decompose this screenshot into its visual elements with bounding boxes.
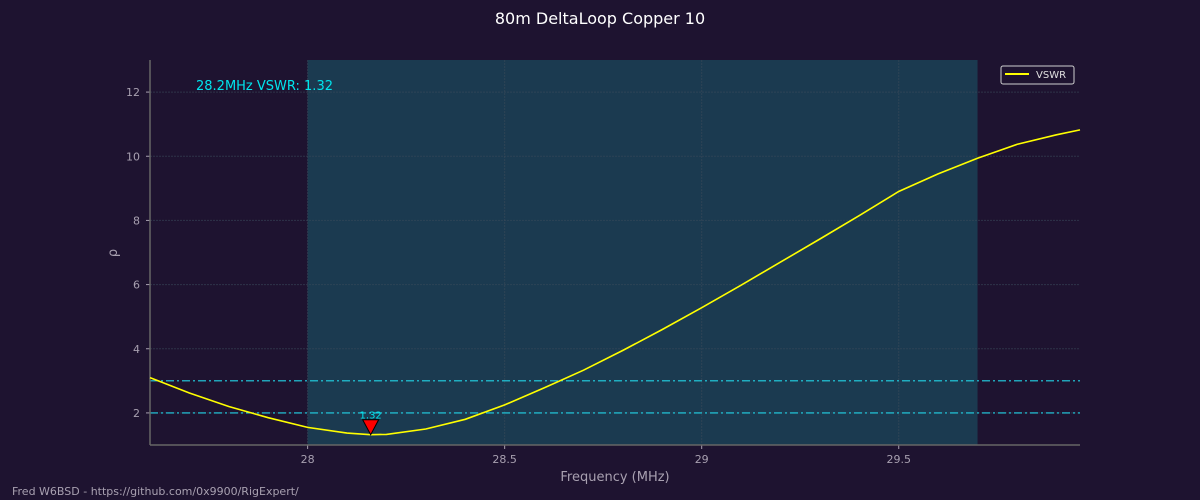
chart-title: 80m DeltaLoop Copper 10 [495,9,705,28]
vswr-line [149,129,1081,436]
y-tick-label: 2 [133,407,140,420]
x-tick-label: 28 [301,453,315,466]
legend-label-vswr: VSWR [1036,70,1066,81]
y-tick-label: 4 [133,343,140,356]
y-tick-label: 8 [133,214,140,227]
legend: VSWR [1000,65,1075,85]
y-tick-label: 10 [126,150,140,163]
y-tick-label: 6 [133,279,140,292]
footer-credit: Fred W6BSD - https://github.com/0x9900/R… [12,485,299,498]
x-tick-label: 28.5 [492,453,517,466]
x-tick-label: 29 [695,453,709,466]
x-axis-label: Frequency (MHz) [560,470,669,485]
annotation: 28.2MHz VSWR: 1.32 [196,79,333,94]
y-axis-label: ρ [106,249,121,257]
x-tick-label: 29.5 [886,453,911,466]
y-tick-label: 12 [126,86,140,99]
min-marker [361,419,380,436]
band-region [307,60,978,445]
min-marker-label: 1.32 [360,411,382,422]
